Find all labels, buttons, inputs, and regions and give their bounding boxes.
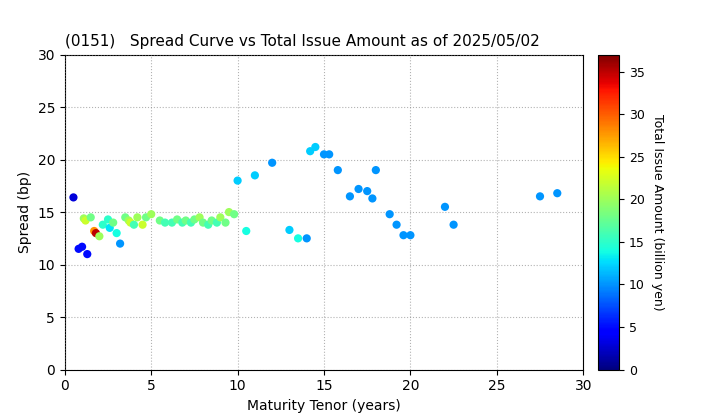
Point bbox=[202, 221, 214, 228]
Point bbox=[111, 230, 122, 236]
Point bbox=[318, 151, 330, 158]
Y-axis label: Spread (bp): Spread (bp) bbox=[18, 171, 32, 253]
Point bbox=[154, 217, 166, 224]
Point bbox=[439, 203, 451, 210]
Point bbox=[310, 144, 321, 150]
Point bbox=[159, 219, 171, 226]
Point bbox=[232, 177, 243, 184]
Point bbox=[189, 216, 200, 223]
Point bbox=[284, 226, 295, 233]
Point bbox=[102, 216, 114, 223]
Point bbox=[397, 232, 409, 239]
Point bbox=[249, 172, 261, 179]
Point bbox=[140, 214, 152, 221]
Point bbox=[332, 167, 343, 173]
Point bbox=[76, 243, 88, 250]
Point bbox=[206, 217, 217, 224]
Point bbox=[194, 214, 205, 221]
Point bbox=[120, 214, 131, 221]
Point bbox=[68, 194, 79, 201]
Point bbox=[128, 221, 140, 228]
Point bbox=[114, 240, 126, 247]
Point bbox=[80, 217, 91, 224]
Point bbox=[344, 193, 356, 199]
Point bbox=[104, 224, 115, 231]
Point bbox=[132, 214, 143, 221]
Point bbox=[361, 188, 373, 194]
Point bbox=[228, 211, 240, 218]
Point bbox=[240, 228, 252, 234]
Point bbox=[125, 219, 136, 226]
Point bbox=[323, 151, 335, 158]
Point bbox=[90, 230, 102, 236]
Text: (0151)   Spread Curve vs Total Issue Amount as of 2025/05/02: (0151) Spread Curve vs Total Issue Amoun… bbox=[65, 34, 539, 49]
Point bbox=[180, 217, 192, 224]
Point bbox=[197, 219, 209, 226]
Point bbox=[552, 190, 563, 197]
Point bbox=[370, 167, 382, 173]
Point bbox=[391, 221, 402, 228]
Point bbox=[220, 219, 231, 226]
Point bbox=[73, 245, 84, 252]
Point bbox=[97, 221, 109, 228]
Point bbox=[185, 219, 197, 226]
Point bbox=[171, 216, 183, 223]
Point bbox=[211, 219, 222, 226]
Point bbox=[301, 235, 312, 242]
Point bbox=[366, 195, 378, 202]
Point bbox=[176, 219, 188, 226]
Point bbox=[81, 251, 93, 257]
Point bbox=[123, 217, 135, 224]
Y-axis label: Total Issue Amount (billion yen): Total Issue Amount (billion yen) bbox=[652, 114, 665, 310]
X-axis label: Maturity Tenor (years): Maturity Tenor (years) bbox=[247, 399, 401, 413]
Point bbox=[405, 232, 416, 239]
Point bbox=[145, 211, 157, 218]
Point bbox=[107, 219, 119, 226]
Point bbox=[78, 215, 89, 222]
Point bbox=[89, 228, 100, 234]
Point bbox=[448, 221, 459, 228]
Point bbox=[85, 214, 96, 221]
Point bbox=[94, 233, 105, 239]
Point bbox=[215, 214, 226, 221]
Point bbox=[353, 186, 364, 192]
Point bbox=[305, 148, 316, 155]
Point bbox=[266, 159, 278, 166]
Point bbox=[534, 193, 546, 199]
Point bbox=[223, 209, 235, 215]
Point bbox=[137, 221, 148, 228]
Point bbox=[384, 211, 395, 218]
Point bbox=[292, 235, 304, 242]
Point bbox=[166, 219, 178, 226]
